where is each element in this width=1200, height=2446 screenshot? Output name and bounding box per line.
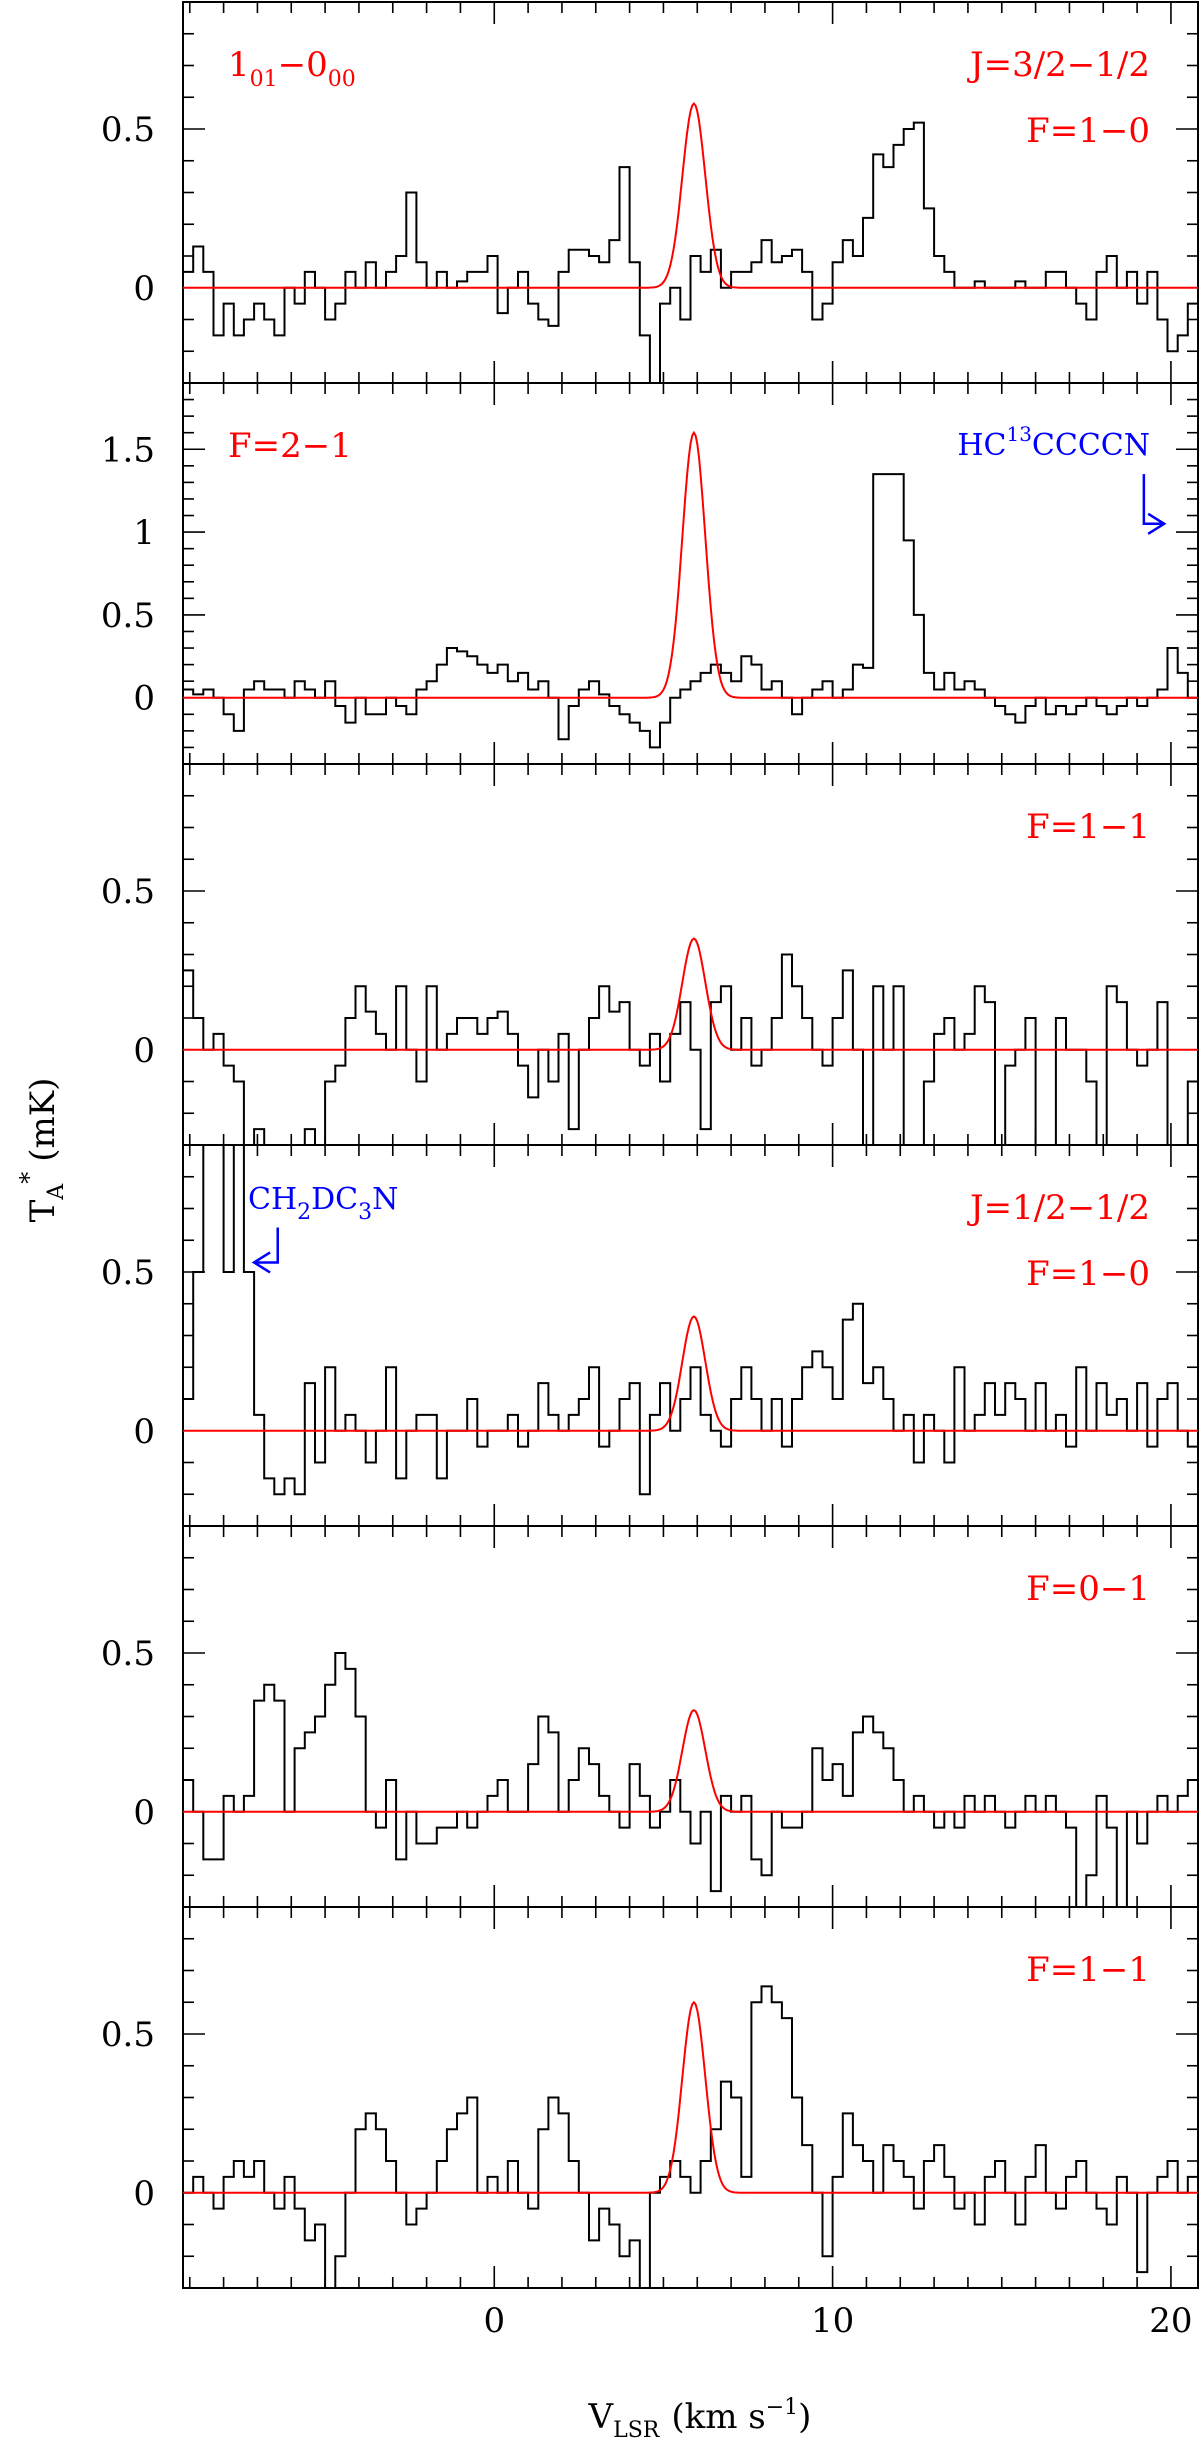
x-tick-label: 20: [1149, 2301, 1192, 2341]
y-tick-label: 0.5: [101, 596, 155, 636]
observed-spectrum-line: [183, 1985, 1198, 2288]
y-tick-label: 0: [133, 2174, 155, 2214]
annotation-arrow-head: [251, 1251, 271, 1274]
panel-label-text: F=1−1: [1026, 1950, 1150, 1990]
x-axis-label-main: V: [588, 2397, 615, 2437]
panel-label-text: 1: [228, 45, 250, 85]
observed-spectrum-line: [183, 121, 1198, 383]
y-axis-label: TA* (mK): [15, 1078, 69, 1223]
panel-label: 101−000: [228, 45, 356, 92]
panel-data: [183, 430, 1198, 749]
panel-data: [183, 1652, 1198, 1907]
panel-label-text2: DC: [311, 1182, 358, 1217]
y-tick-label: 0.5: [101, 110, 155, 150]
annotation-arrow-line: [254, 1227, 279, 1264]
y-tick-label: 0.5: [101, 1634, 155, 1674]
panel-label: J=3/2−1/2: [967, 45, 1150, 85]
panel-data: [183, 937, 1198, 1145]
panel-label: J=1/2−1/2: [967, 1188, 1150, 1228]
panel-label: F=2−1: [228, 426, 352, 466]
panel-label-sub2: 3: [358, 1200, 372, 1225]
spectrum-panel-6: 0 10 20 0.5 0 F=1−1: [101, 1906, 1199, 2341]
panel-label-text: J=1/2−1/2: [967, 1188, 1150, 1228]
gaussian-fit-line: [183, 430, 1198, 699]
annotation-arrow-head: [1147, 512, 1167, 535]
panel-label-sub: 2: [297, 1200, 311, 1225]
x-axis-label-unit: (km s: [671, 2397, 765, 2437]
panel-data: [183, 1985, 1198, 2288]
x-axis-label-exp: −1: [766, 2395, 798, 2420]
panel-label-text2: CCCCN: [1032, 428, 1150, 463]
y-tick-label: 0.5: [101, 2015, 155, 2055]
gaussian-fit-line: [183, 1709, 1198, 1813]
panel-label: CH2DC3N: [248, 1182, 398, 1225]
observed-spectrum-line: [183, 473, 1198, 749]
spectrum-panel-2: 1.5 1 0.5 0 F=2−1 HC13CCCCN: [101, 382, 1199, 765]
y-tick-label: 0: [133, 1031, 155, 1071]
panel-data: [183, 102, 1198, 383]
panel-label-text: F=2−1: [228, 426, 352, 466]
panel-label: F=1−0: [1026, 1254, 1150, 1294]
spectrum-panel-4: 0.5 0 CH2DC3N J=1/2−1/2 F=1−0: [101, 1144, 1199, 1527]
panel-label-sub2: 00: [328, 67, 356, 92]
panel-label-sub: 01: [250, 67, 278, 92]
y-axis-label-main: T: [23, 1199, 63, 1222]
panel-label: HC13CCCCN: [957, 422, 1150, 463]
panel-label-text: J=3/2−1/2: [967, 45, 1150, 85]
panel-label: F=1−1: [1026, 807, 1150, 847]
x-tick-label: 0: [483, 2301, 505, 2341]
y-tick-label: 1.5: [101, 430, 155, 470]
panel-label-mid: −0: [278, 45, 328, 85]
panel-label: F=1−0: [1026, 111, 1150, 151]
panel-label-text: HC: [957, 428, 1006, 463]
panel-label: F=1−1: [1026, 1950, 1150, 1990]
x-axis-label-close: ): [798, 2397, 811, 2437]
observed-spectrum-line: [183, 1652, 1198, 1907]
panel-label-text: F=0−1: [1026, 1569, 1150, 1609]
spectrum-panel-5: 0.5 0 F=0−1: [101, 1525, 1199, 1908]
panel-label-text: F=1−1: [1026, 807, 1150, 847]
x-axis-label: VLSR (km s−1): [588, 2395, 812, 2442]
spectrum-panel-3: 0.5 0 F=1−1: [101, 763, 1199, 1146]
gaussian-fit-line: [183, 102, 1198, 289]
y-tick-label: 0.5: [101, 1253, 155, 1293]
panel-data: [183, 1145, 1198, 1496]
panel-label: F=0−1: [1026, 1569, 1150, 1609]
panel-label-text3: N: [372, 1182, 398, 1217]
panel-label-text: CH: [248, 1182, 297, 1217]
annotation-arrow-line: [1142, 474, 1165, 526]
panel-label-text: F=1−0: [1026, 1254, 1150, 1294]
y-tick-label: 0: [133, 1412, 155, 1452]
observed-spectrum-line: [183, 1145, 1198, 1496]
y-axis-label-unit: (mK): [23, 1078, 63, 1162]
x-axis-label-sub: LSR: [613, 2418, 661, 2442]
y-tick-label: 0: [133, 1793, 155, 1833]
y-axis-label-sub: A: [44, 1183, 69, 1201]
x-tick-label: 10: [811, 2301, 854, 2341]
panel-label-text: F=1−0: [1026, 111, 1150, 151]
gaussian-fit-line: [183, 2000, 1198, 2194]
gaussian-fit-line: [183, 1315, 1198, 1432]
y-tick-label: 1: [133, 513, 155, 553]
y-tick-label: 0: [133, 269, 155, 309]
y-tick-label: 0: [133, 679, 155, 719]
panel-label-sup: 13: [1006, 422, 1031, 446]
y-tick-label: 0.5: [101, 872, 155, 912]
gaussian-fit-line: [183, 937, 1198, 1051]
y-axis-label-sup: *: [15, 1172, 43, 1184]
